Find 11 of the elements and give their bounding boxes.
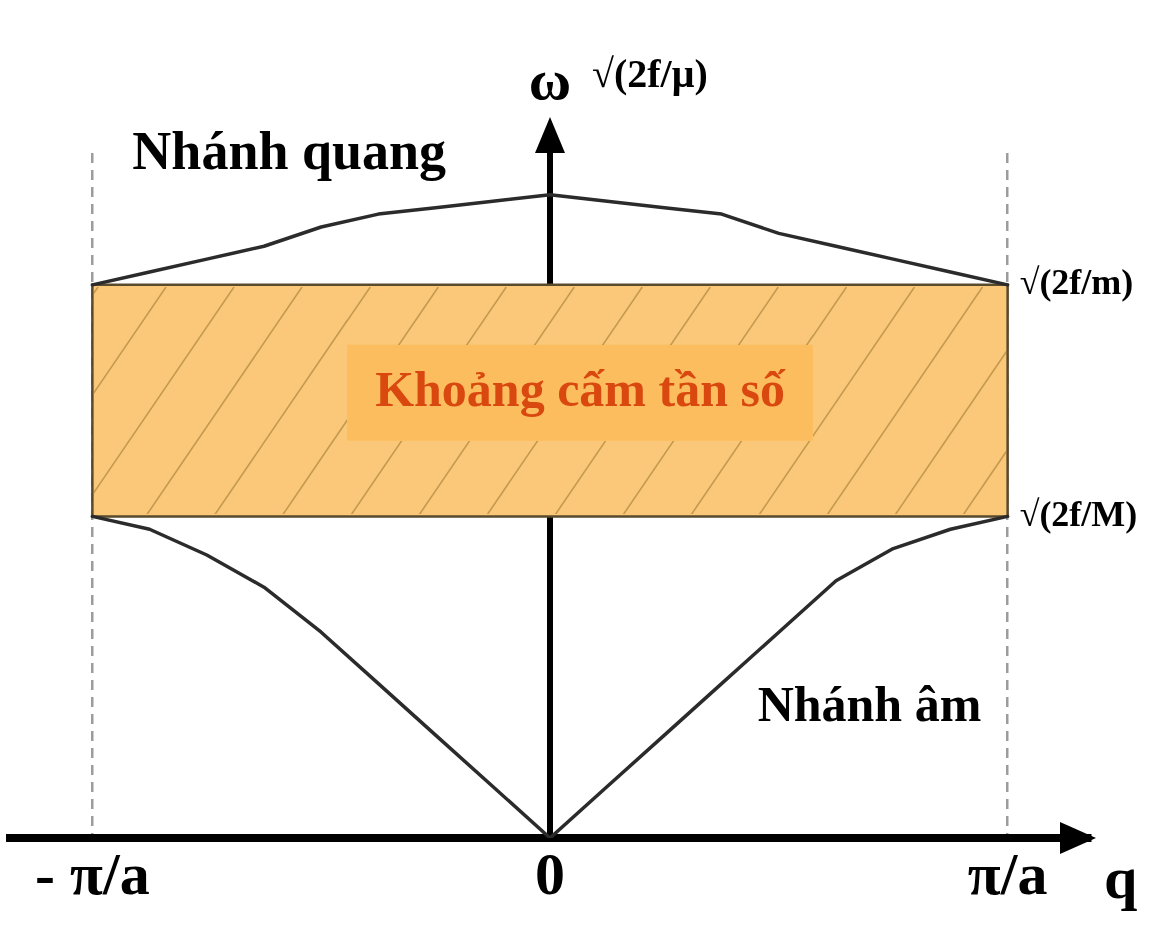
y-axis-title: ω	[528, 46, 572, 112]
x-tick-label: π/a	[967, 840, 1048, 907]
x-tick-label: 0	[535, 840, 565, 907]
annotation: √(2f/μ)	[592, 51, 708, 97]
series-label: Nhánh âm	[757, 676, 982, 733]
band-label: Khoảng cấm tần số	[375, 360, 786, 417]
annotation: √(2f/M)	[1019, 493, 1138, 534]
x-tick-label: - π/a	[35, 840, 150, 907]
annotation: √(2f/m)	[1019, 262, 1134, 303]
x-axis-title: q	[1104, 844, 1138, 911]
series-label: Nhánh quang	[132, 120, 447, 181]
